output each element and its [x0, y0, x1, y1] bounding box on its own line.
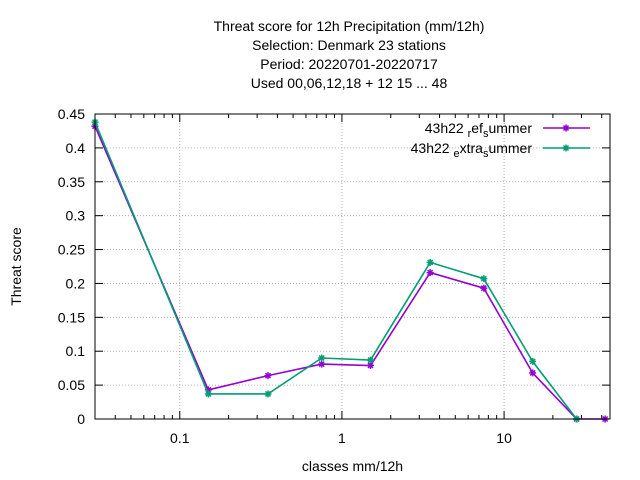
point-mark-d2: [318, 354, 325, 362]
title-line: Threat score for 12h Precipitation (mm/1…: [214, 18, 485, 34]
point-mark-d2: [318, 361, 325, 368]
legend-label: 43h22 extrasummer: [411, 140, 533, 160]
title-line: Period: 20220701-20220717: [260, 56, 438, 72]
data-point: [562, 124, 570, 132]
legend-label-part: ummer: [488, 140, 532, 156]
point-mark-d2: [264, 390, 272, 397]
x-tick-label: 0.1: [170, 430, 190, 446]
y-tick-label: 0.2: [66, 275, 86, 291]
legend-label-part: e: [453, 148, 459, 160]
point-mark-d2: [264, 372, 272, 379]
point-mark-d2: [562, 124, 570, 132]
x-tick-label: 1: [338, 430, 346, 446]
y-tick-label: 0.15: [58, 309, 85, 325]
legend-label-part: 43h22: [411, 140, 454, 156]
point-mark-d2: [205, 390, 212, 397]
y-tick-label: 0.25: [58, 242, 85, 258]
y-tick-label: 0.1: [66, 343, 86, 359]
legend-label-part: r: [468, 128, 472, 140]
title-line: Selection: Denmark 23 stations: [252, 37, 446, 53]
grid: [95, 114, 610, 419]
data-point: [426, 258, 434, 266]
legend-label-part: ummer: [488, 120, 532, 136]
legend-label-part: s: [483, 128, 489, 140]
x-axis-label: classes mm/12h: [302, 458, 403, 474]
x-tick-label: 10: [496, 430, 512, 446]
data-point: [318, 354, 326, 362]
y-tick-label: 0.4: [66, 140, 86, 156]
y-tick-label: 0.35: [58, 174, 85, 190]
data-point: [264, 372, 272, 380]
data-point: [480, 275, 488, 283]
point-mark-d2: [562, 144, 570, 152]
data-point: [318, 360, 326, 368]
plot-frame: [94, 113, 611, 420]
data-point: [529, 369, 537, 377]
series-lines: [91, 118, 609, 423]
data-point: [480, 284, 488, 292]
data-point: [366, 356, 374, 364]
legend-label-part: s: [483, 148, 489, 160]
point-mark-d2: [529, 358, 536, 365]
point-mark-d2: [427, 259, 434, 266]
legend-label-part: ef: [471, 120, 483, 136]
title-line: Used 00,06,12,18 + 12 15 ... 48: [251, 75, 448, 91]
data-point: [426, 269, 434, 277]
data-point: [562, 144, 570, 152]
series-1: [91, 118, 581, 423]
y-axis-label: Threat score: [8, 227, 24, 306]
legend-label-part: xtra: [460, 140, 484, 156]
axis-ticks: 0 0.05 0.1 0.15 0.2 0.25 0.3 0.35 0.4 0.45 0.1 1 10: [58, 106, 610, 446]
legend-label-part: 43h22: [425, 120, 468, 136]
point-mark-d2: [367, 357, 374, 364]
y-tick-label: 0: [77, 411, 85, 427]
y-tick-label: 0.05: [58, 377, 85, 393]
y-tick-label: 0.3: [66, 208, 86, 224]
point-mark-d2: [529, 369, 536, 376]
data-point: [264, 390, 272, 398]
chart-title: Threat score for 12h Precipitation (mm/1…: [214, 18, 485, 91]
series-0: [91, 122, 609, 423]
point-mark-d2: [480, 285, 487, 292]
data-point: [529, 357, 537, 365]
point-mark-d2: [427, 269, 434, 276]
point-mark-d2: [367, 362, 374, 369]
y-tick-label: 0.45: [58, 106, 85, 122]
point-mark-d2: [480, 275, 487, 282]
data-point: [204, 390, 212, 398]
legend-label: 43h22 refsummer: [425, 120, 533, 140]
series-line: [94, 125, 606, 420]
